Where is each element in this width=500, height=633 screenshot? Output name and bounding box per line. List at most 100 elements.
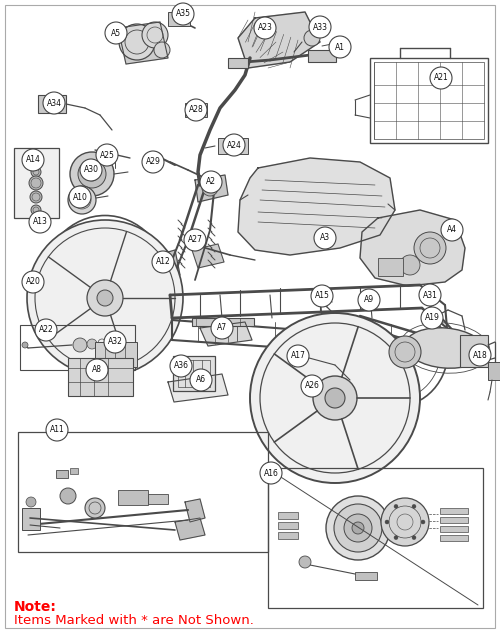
Polygon shape [175,518,205,540]
Circle shape [190,369,212,391]
Text: A16: A16 [264,468,278,477]
Circle shape [147,152,163,168]
Text: A32: A32 [108,337,122,346]
Circle shape [469,344,491,366]
Circle shape [69,186,91,208]
Circle shape [400,255,420,275]
Circle shape [311,285,333,307]
Circle shape [412,536,416,539]
Circle shape [304,30,320,46]
Circle shape [394,536,398,539]
Circle shape [22,271,44,293]
Circle shape [329,36,351,58]
Bar [440,526,468,532]
Polygon shape [360,210,465,286]
Circle shape [73,338,87,352]
Bar [18,432,268,552]
Bar [22,508,40,530]
Ellipse shape [405,328,485,368]
Polygon shape [158,250,180,280]
Circle shape [43,92,65,114]
Circle shape [309,16,331,38]
Text: A29: A29 [146,158,160,166]
Bar [332,40,348,48]
Text: A12: A12 [156,258,170,266]
Bar [378,258,403,276]
Text: A24: A24 [226,141,242,149]
Text: A27: A27 [188,235,202,244]
Text: A28: A28 [188,106,204,115]
Bar [278,522,298,529]
Circle shape [154,42,170,58]
Circle shape [334,504,382,552]
Text: A34: A34 [46,99,62,108]
Bar [14,148,59,218]
Circle shape [421,307,443,329]
Circle shape [250,313,420,483]
Circle shape [419,284,441,306]
Bar [278,532,298,539]
Circle shape [86,359,108,381]
Circle shape [412,505,416,508]
Bar [148,494,168,504]
Bar [488,362,500,380]
Circle shape [29,176,43,190]
Circle shape [105,22,127,44]
Circle shape [97,290,113,306]
Circle shape [254,17,276,39]
Text: A1: A1 [335,42,345,51]
Circle shape [344,514,372,542]
Text: A30: A30 [84,165,98,175]
Polygon shape [238,158,395,255]
Circle shape [22,149,44,171]
Circle shape [358,289,380,311]
Text: A20: A20 [26,277,40,287]
Circle shape [211,317,233,339]
Bar [192,318,254,326]
Circle shape [184,229,206,251]
Bar [440,508,468,514]
Circle shape [326,496,390,560]
Circle shape [142,22,168,48]
Bar [68,358,133,396]
Text: A13: A13 [32,218,48,227]
Text: A25: A25 [100,151,114,160]
Circle shape [31,167,41,177]
Circle shape [68,186,96,214]
Circle shape [60,488,76,504]
Text: A11: A11 [50,425,64,434]
Text: A2: A2 [206,177,216,187]
Text: A7: A7 [217,323,227,332]
Text: A17: A17 [290,351,306,361]
Circle shape [30,154,42,166]
Circle shape [185,99,207,121]
Circle shape [172,3,194,25]
Text: A33: A33 [312,23,328,32]
Text: A35: A35 [176,9,190,18]
Circle shape [96,144,118,166]
Text: A36: A36 [174,361,188,370]
Circle shape [29,211,51,233]
Bar [228,58,248,68]
Bar [70,468,78,474]
Circle shape [301,375,323,397]
Polygon shape [118,22,168,64]
Circle shape [78,160,106,188]
Circle shape [287,345,309,367]
Circle shape [30,191,42,203]
Bar [173,356,215,391]
Text: A26: A26 [304,382,320,391]
Text: A23: A23 [258,23,272,32]
Circle shape [202,180,218,196]
Bar [185,103,207,117]
Circle shape [223,134,245,156]
Bar [38,95,66,113]
Bar [370,58,488,143]
Text: A8: A8 [92,365,102,375]
Text: A4: A4 [447,225,457,234]
Text: A21: A21 [434,73,448,82]
Text: A19: A19 [424,313,440,322]
Circle shape [119,24,155,60]
Text: A14: A14 [26,156,40,165]
Polygon shape [195,175,228,202]
